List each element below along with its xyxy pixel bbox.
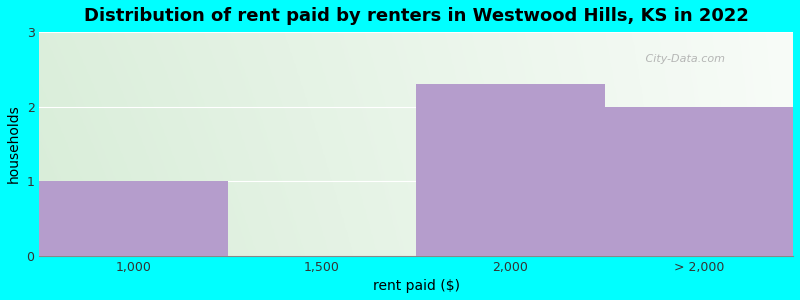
Bar xyxy=(39,181,228,256)
Y-axis label: households: households xyxy=(7,104,21,183)
Bar xyxy=(416,84,605,256)
Bar xyxy=(605,106,793,256)
Title: Distribution of rent paid by renters in Westwood Hills, KS in 2022: Distribution of rent paid by renters in … xyxy=(84,7,749,25)
Text: City-Data.com: City-Data.com xyxy=(642,54,726,64)
X-axis label: rent paid ($): rent paid ($) xyxy=(373,279,460,293)
